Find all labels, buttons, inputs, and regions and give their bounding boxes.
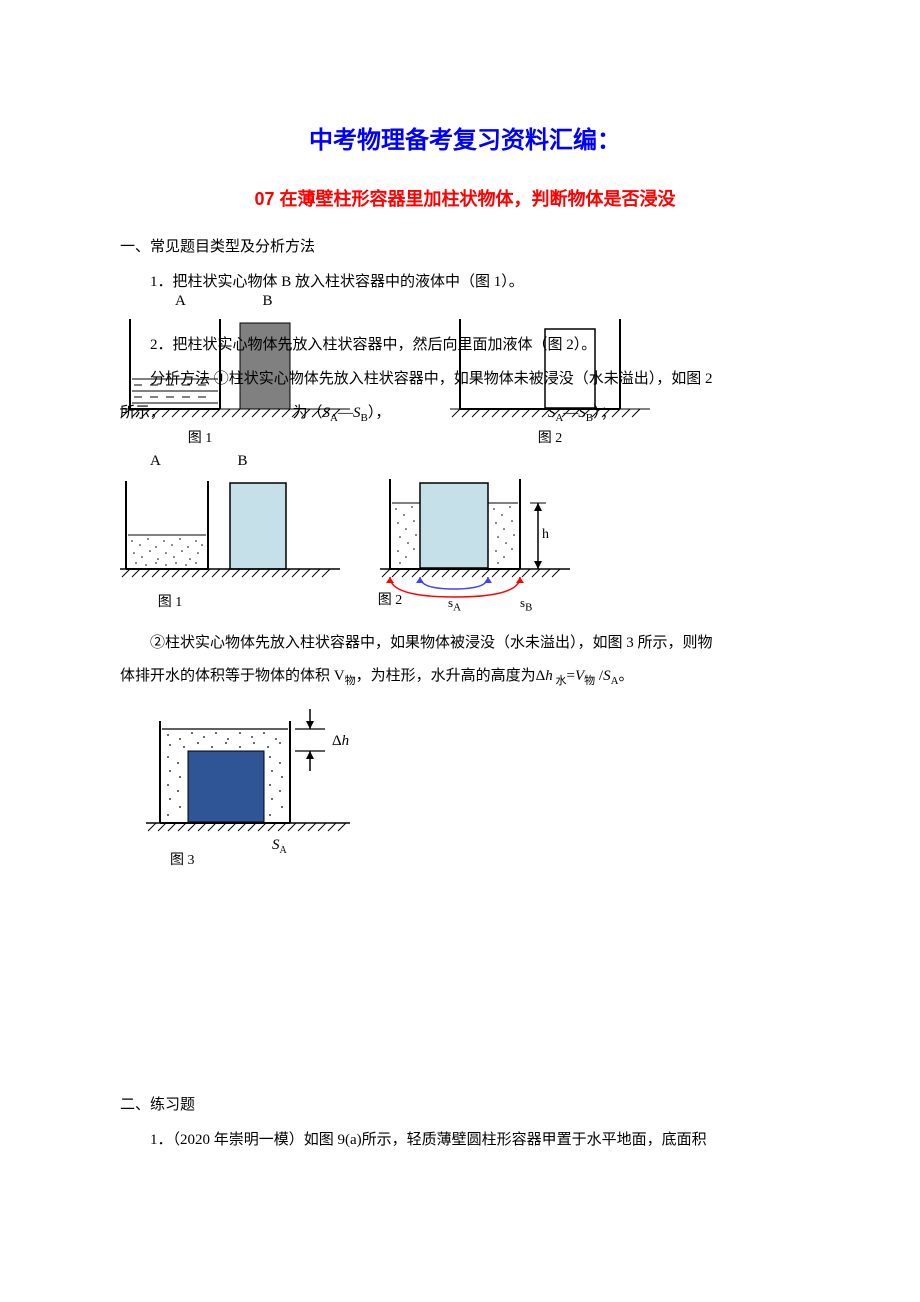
- fig2b-label: 图 2: [360, 589, 420, 609]
- figure-1b: [120, 469, 340, 599]
- para-3b: 所示， 为（SA—SB）， SA—SB）；: [120, 397, 810, 430]
- delta-h-label: Δh: [332, 733, 349, 750]
- figure-3: [140, 703, 400, 863]
- sB-label: sB: [520, 595, 532, 614]
- fig1b-label: 图 1: [140, 591, 200, 611]
- exercise-1: 1．（2020 年崇明一模）如图 9(a)所示，轻质薄壁圆柱形容器甲置于水平地面…: [120, 1124, 810, 1157]
- section1-heading: 一、常见题目类型及分析方法: [120, 235, 810, 256]
- para-2: 2．把柱状实心物体先放入柱状容器中，然后向里面加液体（图 2）。: [120, 329, 810, 362]
- para-3a: 分析方法 ①柱状实心物体先放入柱状容器中，如果物体未被浸没（水未溢出），如图 2: [120, 363, 810, 396]
- para-4: ②柱状实心物体先放入柱状容器中，如果物体被浸没（水未溢出），如图 3 所示，则物: [120, 627, 810, 660]
- fig3-label: 图 3: [170, 849, 195, 869]
- fig3-SA: SA: [272, 837, 287, 856]
- page-title: 中考物理备考复习资料汇编：: [120, 120, 810, 155]
- label-A-2: A: [150, 453, 160, 469]
- section2-heading: 二、练习题: [120, 1093, 810, 1114]
- page-subtitle: 07 在薄壁柱形容器里加柱状物体，判断物体是否浸没: [120, 185, 810, 211]
- sA-label: sA: [448, 595, 461, 614]
- label-B-2: B: [238, 453, 248, 469]
- para-5: 体排开水的体积等于物体的体积 V物，为柱形，水升高的高度为Δh 水=V物 /SA…: [120, 660, 810, 693]
- h-label: h: [542, 527, 549, 543]
- para-1: 1．把柱状实心物体 B 放入柱状容器中的液体中（图 1）。: [120, 266, 810, 299]
